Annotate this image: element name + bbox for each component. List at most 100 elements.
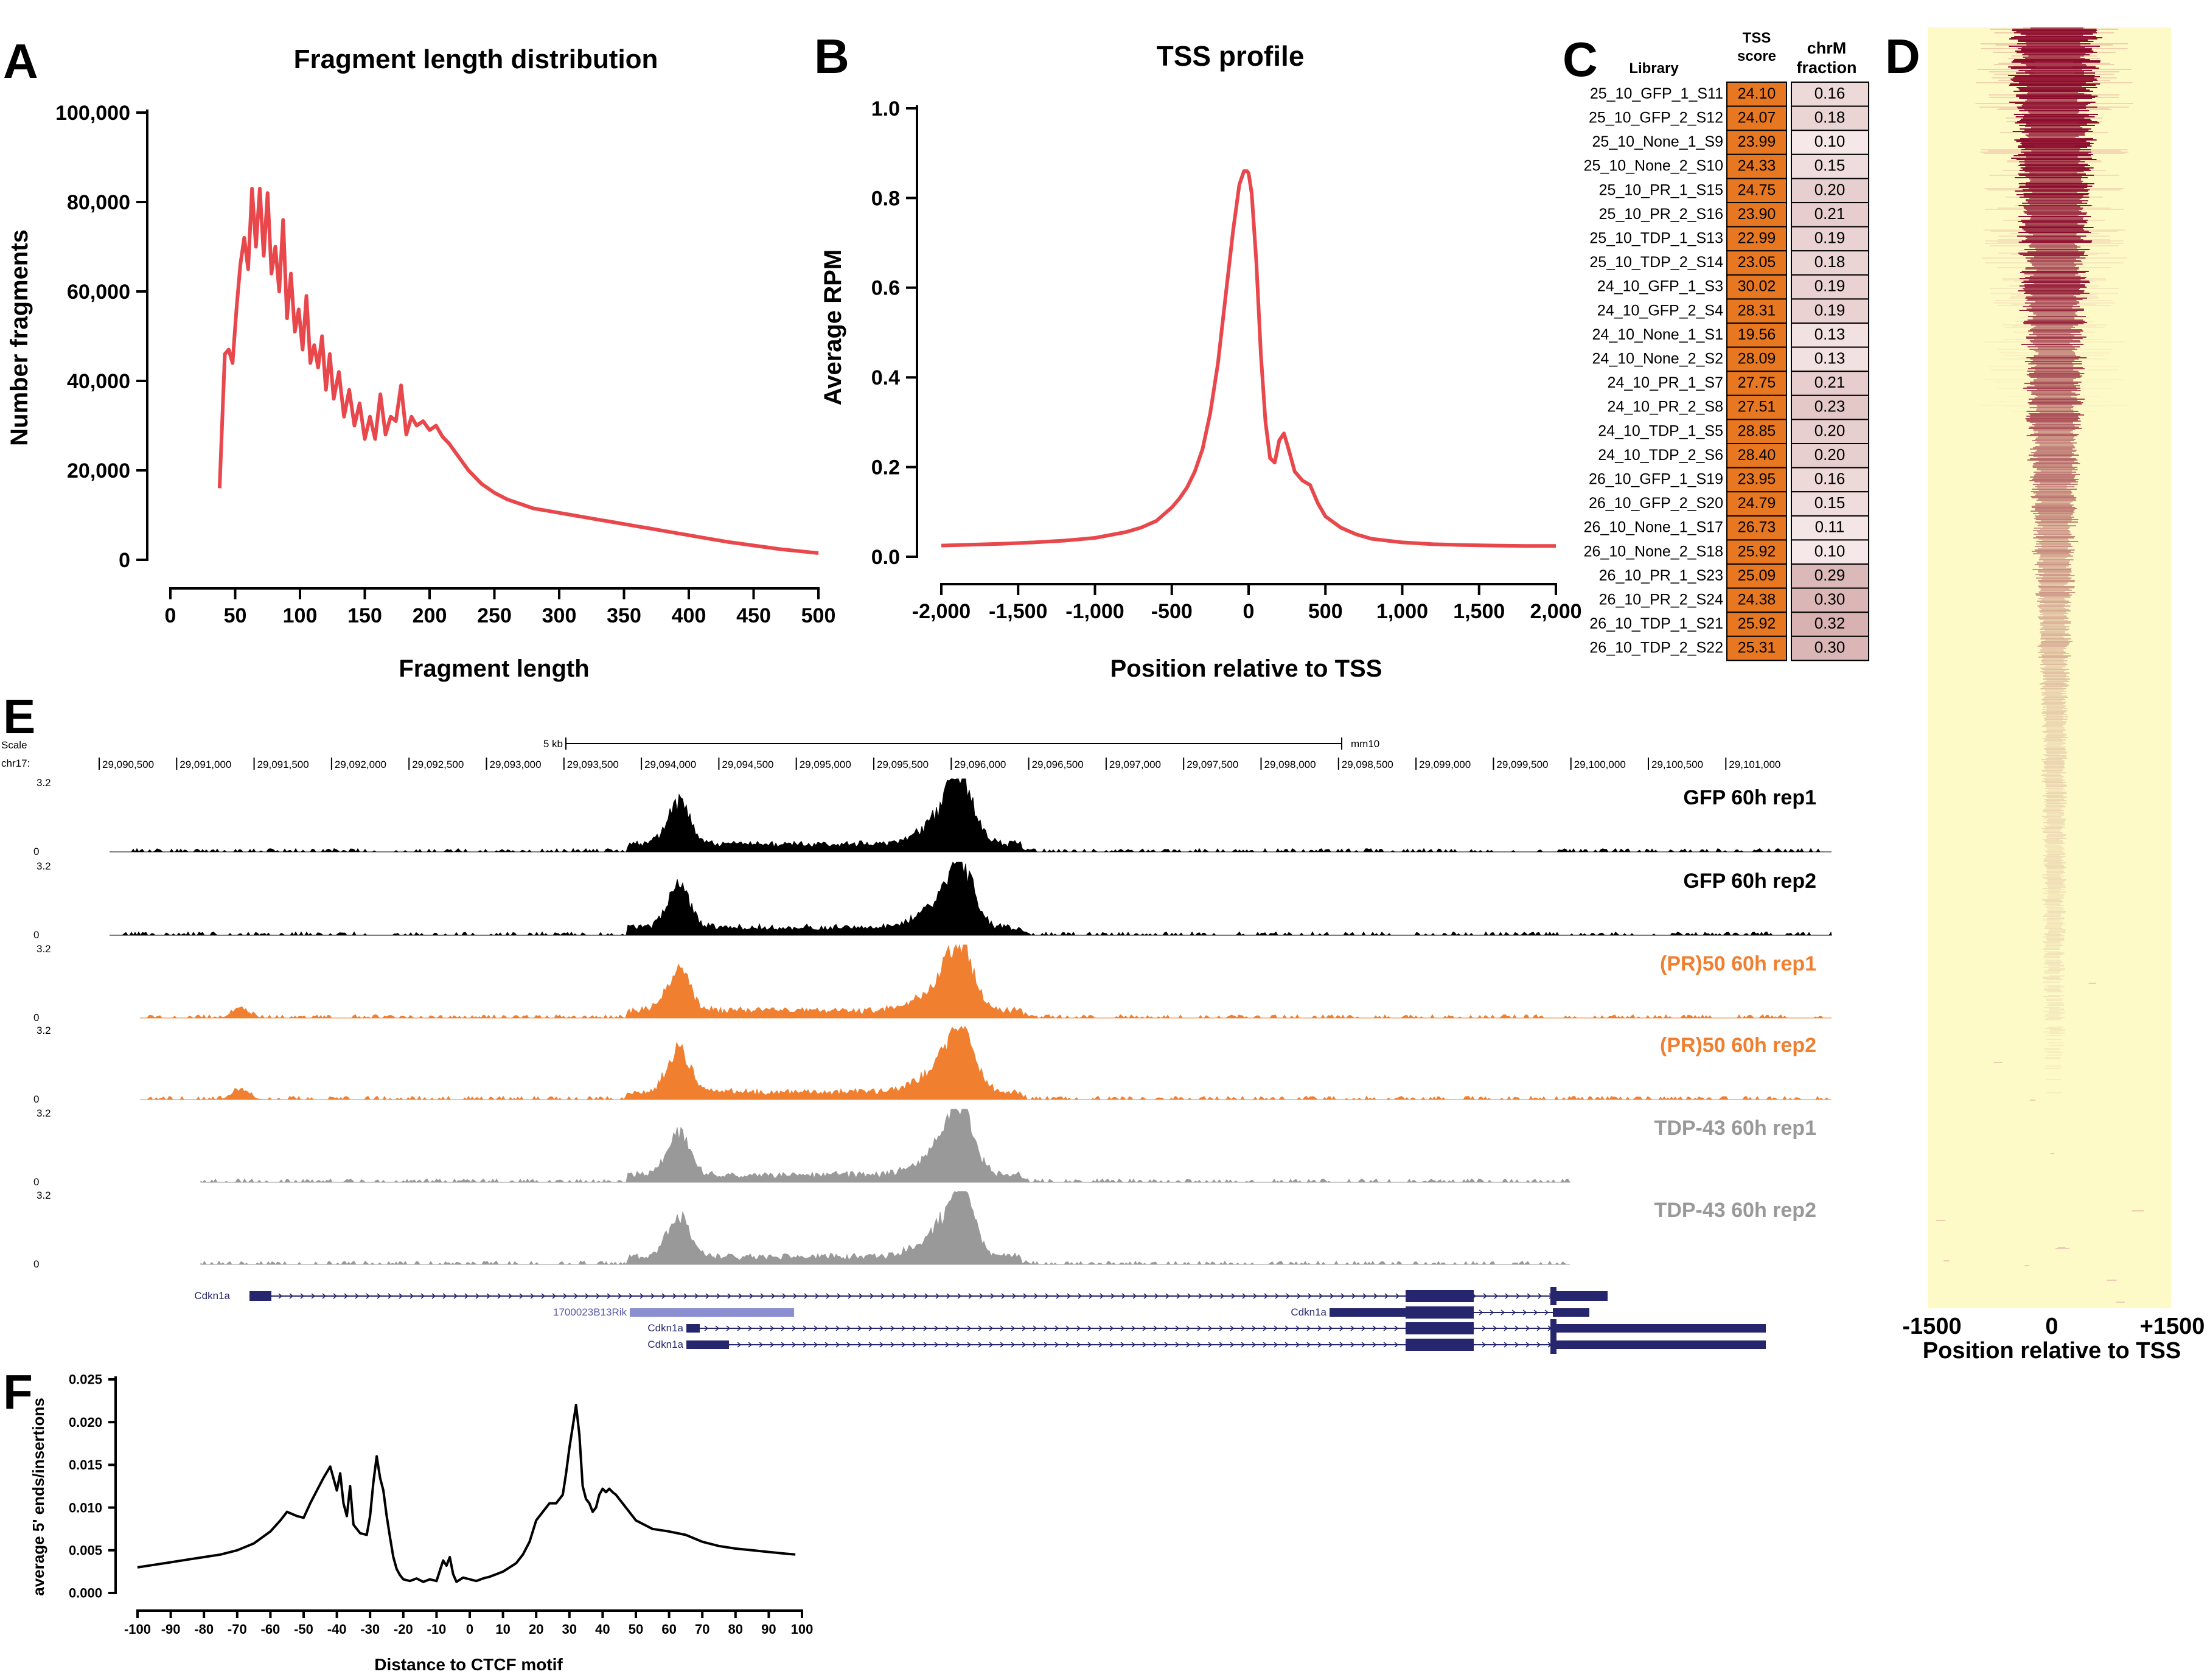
heatmap-row bbox=[2038, 585, 2064, 586]
heatmap-row bbox=[2036, 493, 2071, 495]
heatmap-row bbox=[2019, 82, 2086, 83]
heatmap-row bbox=[2041, 609, 2069, 610]
strand-arrow bbox=[890, 1342, 895, 1348]
heatmap-row bbox=[2035, 326, 2073, 327]
heatmap-row bbox=[2043, 859, 2062, 860]
heatmap-row bbox=[2013, 155, 2091, 156]
heatmap-row bbox=[2021, 49, 2092, 51]
track-name: GFP 60h rep2 bbox=[1683, 870, 1816, 893]
tss-score-cell bbox=[1726, 467, 1787, 493]
heatmap-row bbox=[2017, 106, 2097, 108]
strand-arrow bbox=[901, 1342, 906, 1348]
heatmap-row bbox=[2046, 716, 2068, 717]
coord-label: 29,091,000 bbox=[180, 759, 231, 770]
strand-arrow bbox=[1383, 1325, 1388, 1331]
heatmap-row bbox=[2034, 72, 2075, 74]
heatmap-row bbox=[2044, 972, 2060, 973]
heatmap-row bbox=[2043, 893, 2060, 894]
heatmap-row bbox=[2043, 560, 2070, 562]
gene-exon bbox=[1550, 1336, 1556, 1354]
strand-arrow bbox=[868, 1325, 873, 1331]
heatmap-row bbox=[2042, 811, 2062, 812]
heatmap-row bbox=[2029, 217, 2079, 218]
heatmap-row bbox=[2033, 464, 2072, 465]
heatmap-row bbox=[2046, 1000, 2062, 1001]
heatmap-row bbox=[2041, 647, 2065, 648]
heatmap-row bbox=[2015, 47, 2093, 48]
strand-arrow bbox=[475, 1293, 480, 1299]
panel-b-x-tick-label: 500 bbox=[1308, 600, 1343, 623]
signal-track bbox=[110, 778, 1832, 852]
strand-arrow bbox=[1197, 1325, 1202, 1331]
heatmap-row bbox=[2030, 358, 2079, 360]
heatmap-row bbox=[2027, 299, 2083, 300]
heatmap-row bbox=[2033, 274, 2076, 276]
heatmap-row bbox=[2044, 719, 2068, 720]
heatmap-row bbox=[2019, 317, 2090, 318]
header-tss-line2: score bbox=[1737, 48, 1776, 64]
heatmap-row bbox=[2047, 876, 2064, 877]
heatmap-row bbox=[2045, 851, 2064, 852]
chrm-fraction-value: 0.32 bbox=[1814, 614, 1846, 632]
strand-arrow bbox=[519, 1293, 524, 1299]
heatmap-row bbox=[2000, 132, 2108, 133]
coord-label: 29,090,500 bbox=[102, 759, 154, 770]
heatmap-row bbox=[2025, 237, 2081, 238]
heatmap-row bbox=[2039, 618, 2069, 619]
heatmap-row bbox=[2030, 259, 2076, 260]
heatmap-row bbox=[2044, 573, 2070, 574]
heatmap-row bbox=[2047, 1005, 2064, 1006]
heatmap-row bbox=[2025, 277, 2086, 278]
heatmap-row bbox=[2021, 93, 2087, 94]
strand-arrow bbox=[1001, 1293, 1006, 1299]
heatmap-row bbox=[2020, 138, 2093, 139]
heatmap-row bbox=[2020, 164, 2088, 165]
heatmap-row bbox=[2046, 837, 2063, 838]
heatmap-row bbox=[2018, 41, 2094, 42]
strand-arrow bbox=[848, 1293, 852, 1299]
heatmap-row bbox=[2039, 619, 2065, 620]
heatmap-row bbox=[2025, 257, 2086, 259]
heatmap-row bbox=[2047, 870, 2063, 871]
heatmap-row bbox=[2030, 304, 2077, 305]
strand-arrow bbox=[1482, 1342, 1487, 1348]
heatmap-row bbox=[2020, 119, 2091, 120]
heatmap-row bbox=[2041, 659, 2064, 660]
heatmap-row bbox=[2018, 183, 2094, 184]
heatmap-row bbox=[2032, 295, 2074, 296]
heatmap-row bbox=[2016, 31, 2096, 32]
heatmap-row bbox=[2038, 652, 2066, 653]
heatmap-row bbox=[2046, 794, 2064, 795]
heatmap-row bbox=[2038, 598, 2065, 599]
panel-f-chart: Distance to CTCF motif average 5' ends/i… bbox=[29, 1372, 813, 1674]
heatmap-row bbox=[2033, 313, 2076, 315]
heatmap-row bbox=[2045, 1065, 2062, 1067]
heatmap-row bbox=[2000, 358, 2108, 360]
heatmap-row bbox=[2026, 214, 2086, 215]
heatmap-row bbox=[2041, 637, 2065, 638]
heatmap-row bbox=[2025, 239, 2083, 240]
strand-arrow bbox=[1209, 1293, 1214, 1299]
coord-label: 29,093,500 bbox=[567, 759, 619, 770]
track-name: GFP 60h rep1 bbox=[1683, 786, 1816, 809]
strand-arrow bbox=[870, 1293, 874, 1299]
strand-arrow bbox=[924, 1293, 929, 1299]
heatmap-row bbox=[2030, 496, 2074, 497]
heatmap-row bbox=[2048, 889, 2065, 890]
strand-arrow bbox=[1515, 1325, 1519, 1331]
heatmap-row bbox=[2040, 590, 2072, 591]
heatmap-row bbox=[2034, 534, 2072, 535]
heatmap-row bbox=[2042, 568, 2072, 569]
heatmap-row bbox=[2004, 406, 2104, 407]
heatmap-row bbox=[2030, 273, 2078, 274]
heatmap-row bbox=[2027, 316, 2086, 317]
heatmap-row bbox=[2047, 923, 2065, 924]
tss-score-cell bbox=[1726, 153, 1787, 180]
heatmap-row bbox=[2032, 317, 2075, 318]
heatmap-row bbox=[2034, 372, 2080, 373]
chrm-fraction-cell bbox=[1791, 563, 1869, 589]
heatmap-row bbox=[2037, 378, 2076, 379]
strand-arrow bbox=[1208, 1325, 1213, 1331]
heatmap-row bbox=[2031, 506, 2072, 507]
heatmap-row bbox=[2019, 285, 2085, 287]
